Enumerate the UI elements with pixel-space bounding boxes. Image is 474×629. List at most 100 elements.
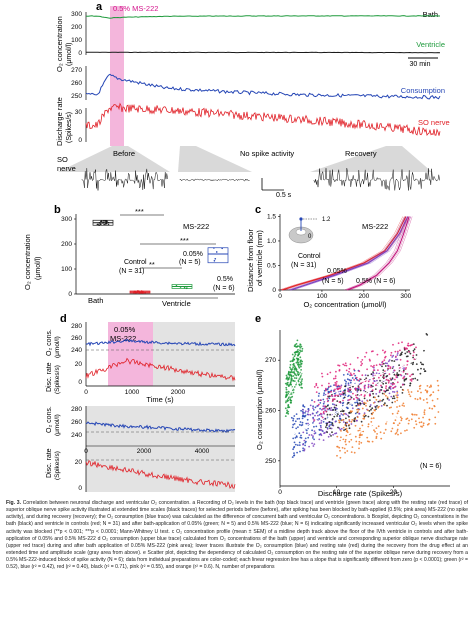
e-point bbox=[313, 386, 316, 388]
e-point bbox=[315, 384, 318, 387]
d-disc-ylabel: Disc. rate bbox=[46, 362, 53, 392]
e-point bbox=[334, 394, 337, 397]
e-point bbox=[391, 397, 394, 400]
e-point bbox=[345, 413, 348, 416]
e-point bbox=[349, 381, 352, 384]
e-point bbox=[382, 349, 384, 352]
e-point bbox=[372, 417, 375, 419]
e-point bbox=[414, 397, 417, 400]
e-point bbox=[355, 405, 358, 407]
cons-tick: 250 bbox=[71, 93, 82, 100]
e-point bbox=[380, 405, 383, 407]
e-point bbox=[384, 402, 386, 404]
e-point bbox=[344, 424, 347, 426]
panel-b: b O₂ concentration (μmol/l) 300 200 100 0 M… bbox=[23, 204, 235, 308]
e-point bbox=[384, 356, 386, 359]
e-point bbox=[313, 443, 316, 445]
e-point bbox=[423, 370, 426, 373]
e-point bbox=[329, 427, 331, 430]
e-point bbox=[403, 376, 405, 379]
e-point bbox=[294, 420, 297, 423]
e-point bbox=[405, 377, 408, 380]
e-point bbox=[405, 355, 408, 358]
c-profile-line bbox=[348, 216, 411, 291]
e-point bbox=[422, 424, 425, 427]
e-point bbox=[410, 391, 413, 393]
d-lower-consumption bbox=[85, 421, 236, 434]
e-point bbox=[384, 428, 387, 431]
e-point bbox=[313, 438, 315, 441]
e-point bbox=[317, 399, 320, 402]
e-point bbox=[307, 410, 309, 413]
d-disc-tick-2: 0 bbox=[78, 485, 82, 492]
d-cons-tick-2: 240 bbox=[71, 432, 82, 439]
e-point bbox=[299, 344, 302, 346]
e-point bbox=[434, 416, 437, 419]
e-point bbox=[381, 360, 384, 363]
e-point bbox=[292, 380, 295, 382]
e-point bbox=[322, 420, 325, 423]
e-point bbox=[392, 422, 395, 424]
c-p005-n: (N = 5) bbox=[322, 278, 344, 285]
e-point bbox=[356, 416, 359, 419]
e-point bbox=[391, 356, 394, 358]
e-point bbox=[347, 384, 350, 386]
e-point bbox=[383, 351, 386, 354]
e-point bbox=[419, 361, 422, 364]
e-point bbox=[348, 399, 350, 401]
e-point bbox=[356, 390, 359, 393]
e-point bbox=[312, 445, 315, 447]
c-profile-line bbox=[287, 216, 406, 291]
e-point bbox=[332, 433, 334, 436]
e-point bbox=[292, 448, 294, 451]
e-point bbox=[382, 362, 385, 365]
e-point bbox=[320, 428, 322, 431]
nerve-rate-trace bbox=[85, 102, 441, 137]
e-point bbox=[319, 399, 322, 401]
e-point bbox=[349, 379, 352, 382]
panel-e: e O₂ consumption (μmol/l) 270 260 250 0 10 20… bbox=[255, 313, 450, 498]
e-point bbox=[432, 391, 435, 394]
b-point bbox=[135, 291, 137, 294]
e-point bbox=[360, 441, 363, 444]
e-point bbox=[372, 377, 375, 380]
e-point bbox=[298, 432, 301, 435]
e-point bbox=[295, 357, 298, 360]
e-point bbox=[384, 362, 387, 365]
e-point bbox=[385, 378, 388, 381]
e-point bbox=[295, 343, 298, 345]
e-point bbox=[356, 408, 358, 411]
e-point bbox=[355, 396, 358, 399]
e-point bbox=[396, 406, 398, 408]
e-point bbox=[286, 383, 289, 386]
e-point bbox=[390, 395, 393, 398]
e-point bbox=[341, 402, 344, 405]
e-point bbox=[334, 420, 337, 423]
e-point bbox=[384, 365, 387, 367]
e-point bbox=[420, 421, 423, 424]
c-ytick-label: 1.0 bbox=[267, 238, 276, 245]
rate-tick: 30 bbox=[75, 109, 83, 116]
e-point bbox=[363, 403, 366, 406]
e-point bbox=[338, 421, 341, 424]
e-point bbox=[331, 422, 334, 425]
e-point bbox=[296, 444, 299, 446]
e-point bbox=[380, 389, 383, 391]
e-point bbox=[300, 345, 303, 348]
e-point bbox=[293, 364, 295, 367]
e-point bbox=[363, 413, 366, 416]
e-point bbox=[321, 416, 324, 419]
spike-trace-recovery bbox=[313, 167, 440, 191]
e-point bbox=[382, 369, 385, 372]
e-point bbox=[372, 411, 374, 414]
c-ticks: 1.51.00.500 100 200 300 bbox=[267, 213, 412, 300]
e-point bbox=[293, 358, 296, 361]
e-point bbox=[359, 388, 362, 391]
e-point bbox=[409, 384, 411, 387]
so-label-2: nerve bbox=[57, 164, 76, 173]
e-point bbox=[433, 405, 436, 408]
d-disc-tick: 0 bbox=[78, 379, 82, 386]
e-point bbox=[287, 385, 290, 387]
d-cons-tick: 240 bbox=[71, 347, 82, 354]
c-xtick-label: 300 bbox=[400, 293, 411, 300]
